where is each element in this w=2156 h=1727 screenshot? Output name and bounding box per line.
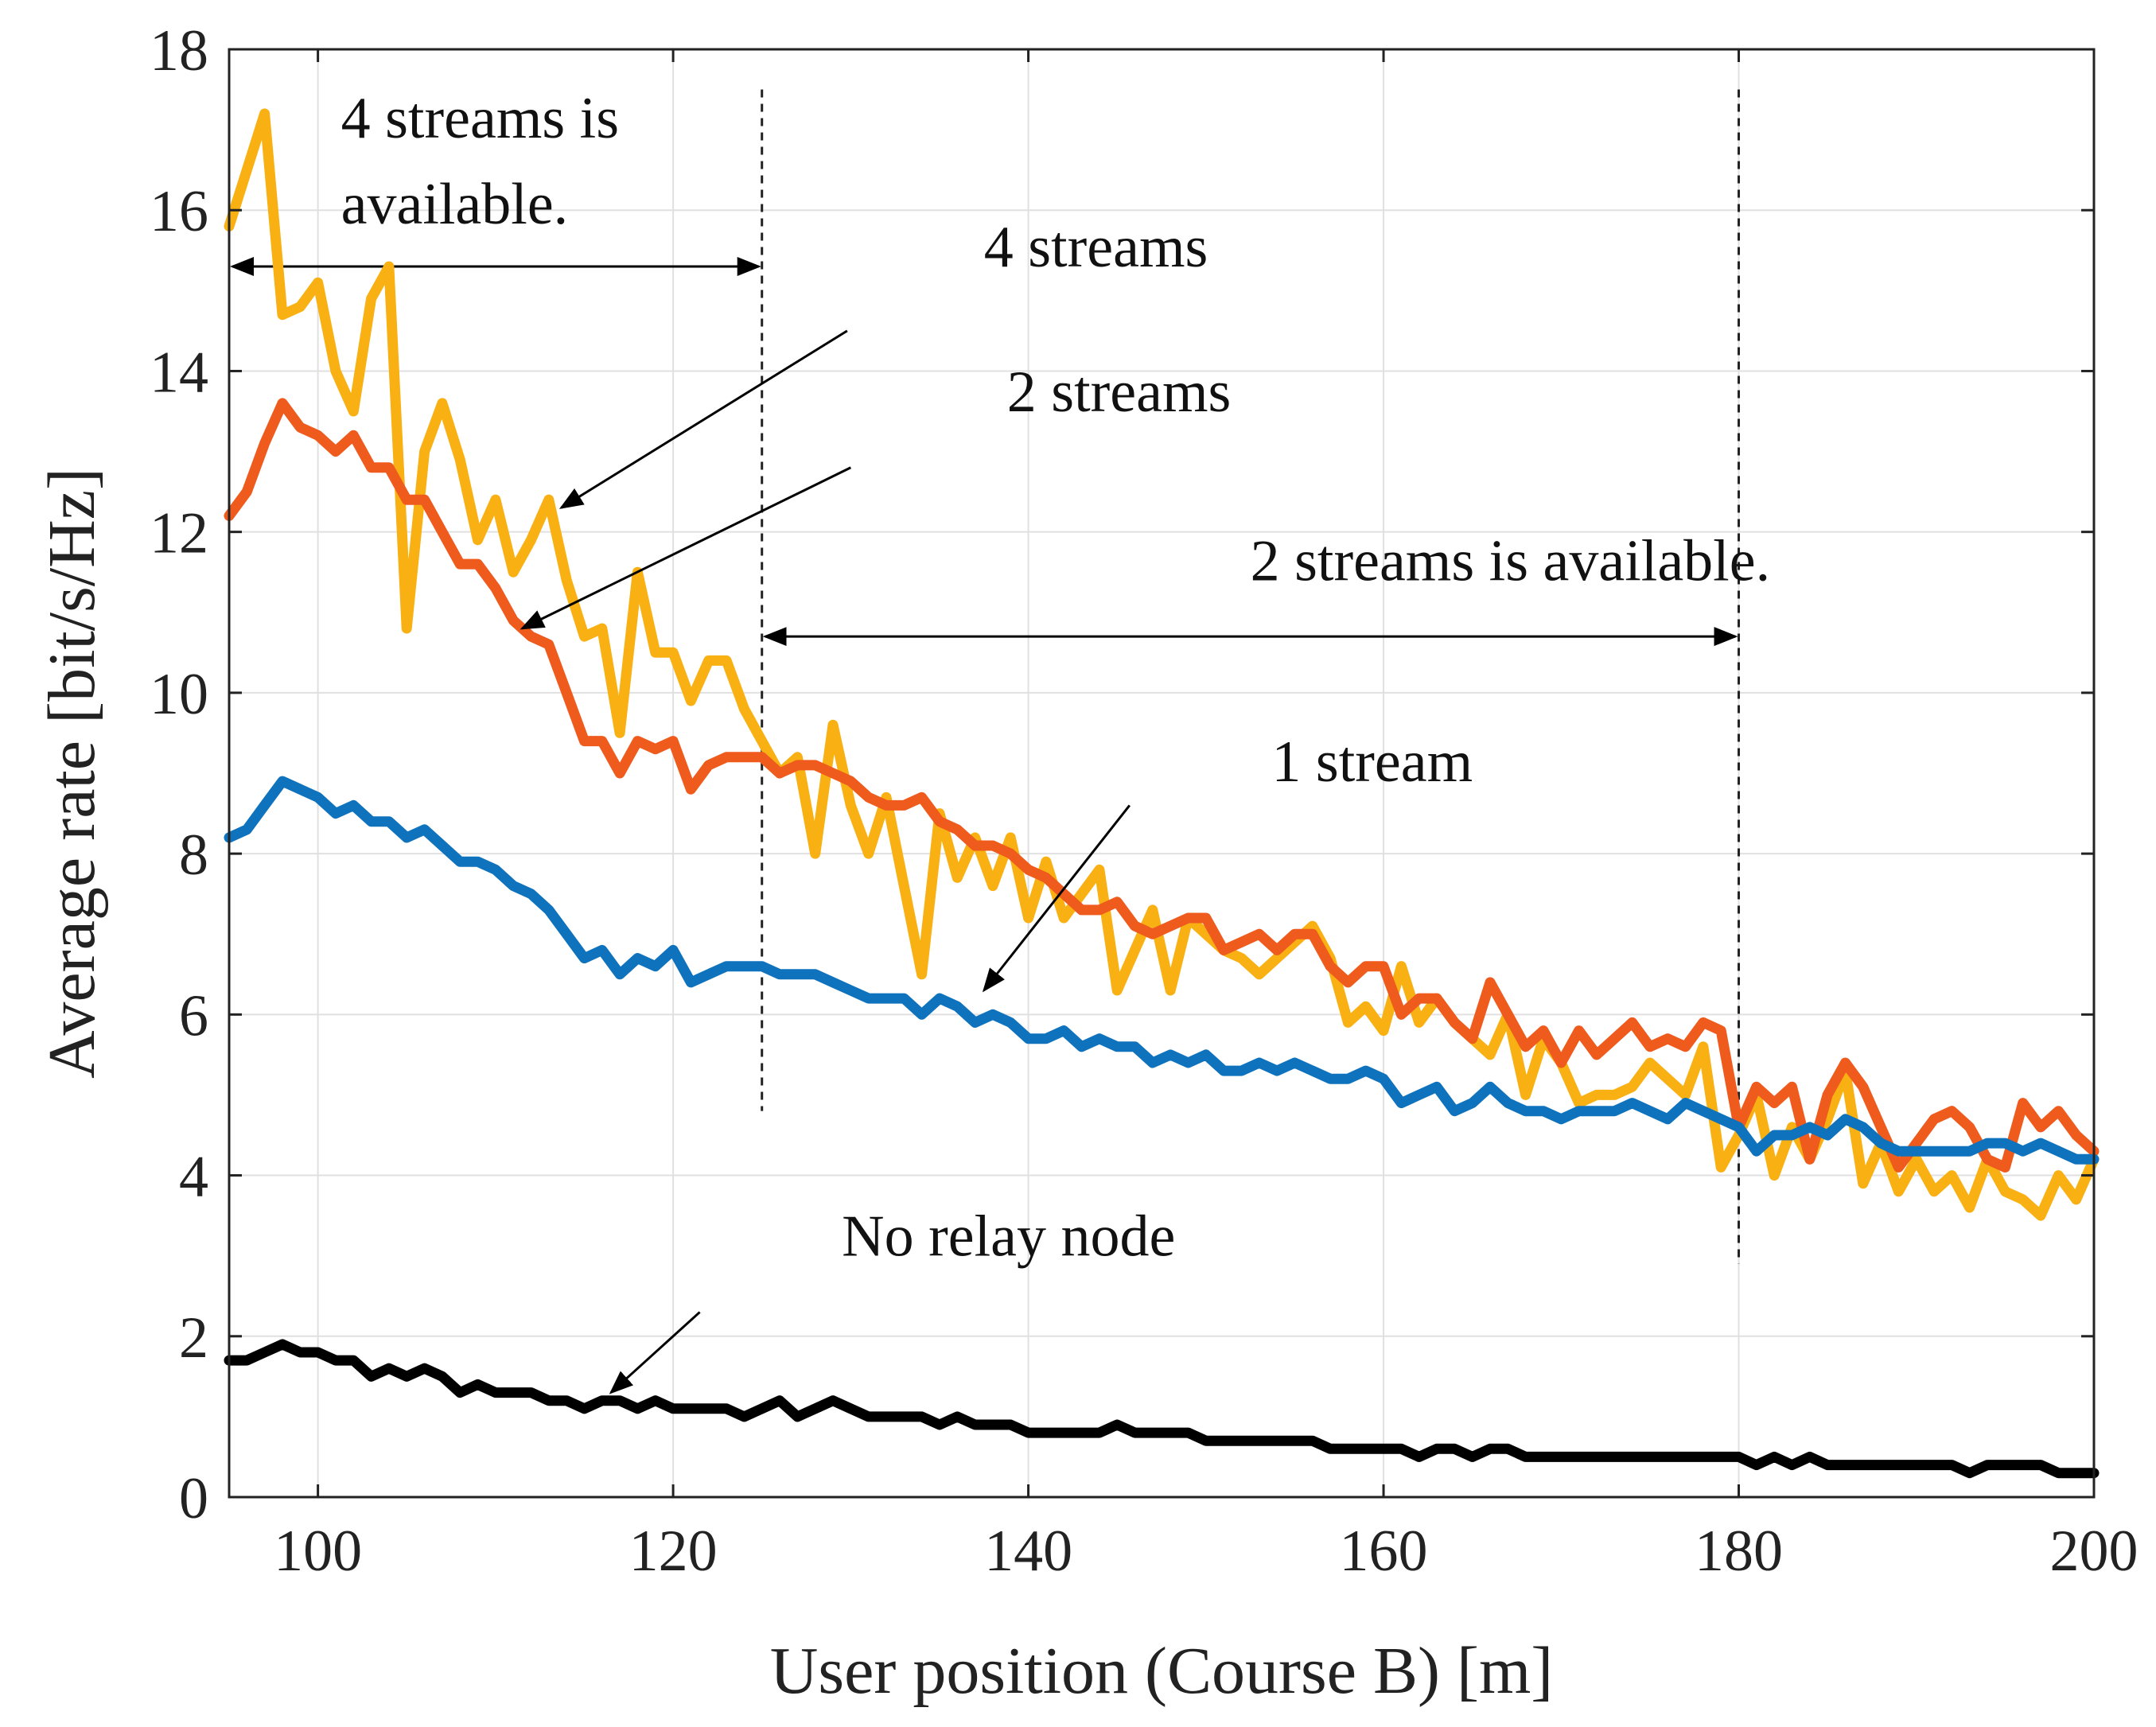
series-line-one-stream: [224, 776, 2100, 1165]
series-line-two-streams: [224, 398, 2100, 1173]
y-tick-label: 16: [150, 179, 208, 244]
annotations: 4 streams 2 streams 1 stream No relay node 4…: [341, 86, 1770, 1394]
x-tick-label: 100: [274, 1519, 362, 1584]
y-tick-label: 10: [150, 662, 208, 727]
range-markers: [230, 89, 1741, 1264]
annotation-arrow-norelay-label: [609, 1311, 701, 1394]
y-tick-label: 0: [179, 1466, 208, 1531]
axis-ticks: 100 120 140 160 180 200 0 2 4 6 8 10 12 14 16 18: [150, 18, 2138, 1584]
annotation-arrow-four-label: [558, 329, 848, 509]
annotation-label-one-label: 1 stream: [1271, 729, 1473, 795]
x-tick-label: 180: [1695, 1519, 1783, 1584]
x-axis-label: User position (Course B) [m]: [770, 1634, 1554, 1708]
annotation-label-norelay-label: No relay node: [842, 1204, 1175, 1270]
y-tick-label: 14: [150, 340, 208, 405]
y-tick-label: 12: [150, 501, 208, 566]
annotation-label-two-label: 2 streams: [1007, 360, 1232, 425]
annotation-label-region4-label: 4 streams is available.: [341, 86, 619, 237]
x-tick-label: 200: [2050, 1519, 2138, 1584]
plot-frame: [228, 48, 2096, 1499]
annotation-line: available.: [341, 172, 569, 237]
series-lines: [224, 108, 2100, 1479]
y-tick-label: 2: [179, 1305, 208, 1371]
y-tick-label: 18: [150, 18, 208, 84]
x-tick-label: 160: [1340, 1519, 1428, 1584]
annotation-label-region2-label: 2 streams is available.: [1251, 528, 1770, 593]
y-tick-label: 6: [179, 983, 208, 1048]
annotation-arrow-one-label: [982, 804, 1131, 993]
series-line-no-relay: [224, 1339, 2100, 1479]
annotation-arrow-two-label: [520, 466, 851, 630]
y-axis-label: Average rate [bit/s/Hz]: [35, 468, 109, 1079]
series-line-four-streams: [224, 108, 2100, 1221]
annotation-label-four-label: 4 streams: [984, 215, 1208, 280]
y-tick-label: 4: [179, 1145, 208, 1210]
x-tick-label: 120: [629, 1519, 718, 1584]
y-tick-label: 8: [179, 823, 208, 888]
x-tick-label: 140: [984, 1519, 1072, 1584]
annotation-line: 4 streams is: [341, 86, 619, 151]
